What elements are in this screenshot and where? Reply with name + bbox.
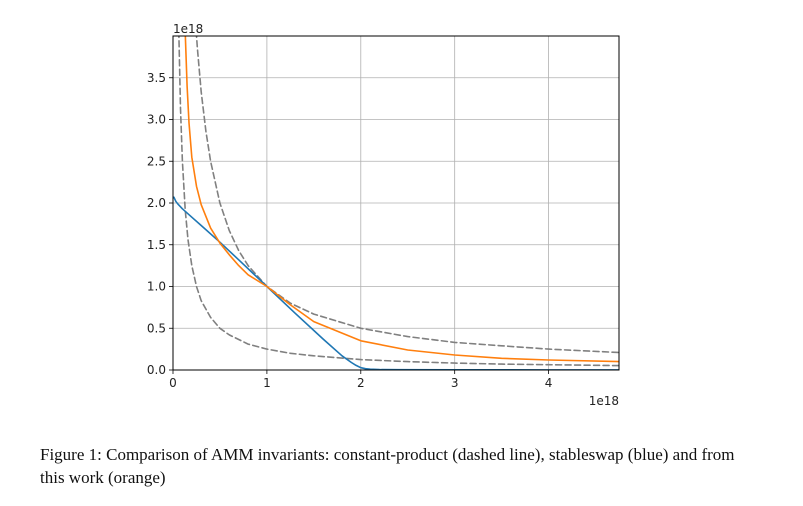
y-tick-label: 0.5 [147,321,166,335]
x-tick-label: 3 [451,376,459,390]
grid-lines [172,36,619,371]
x-axis-ticks: 0 1 2 3 4 [169,370,552,390]
series-line-1 [178,36,619,367]
y-tick-label: 1.5 [147,238,166,252]
y-tick-label: 0.0 [147,363,166,377]
y-tick-label: 1.0 [147,280,166,294]
x-tick-label: 1 [263,376,271,390]
series-line-2 [195,36,619,354]
x-offset-label: 1e18 [589,394,619,408]
series-line-3 [173,196,619,370]
y-tick-label: 3.0 [147,113,166,127]
amm-invariants-chart: 0 1 2 3 4 0.0 0.5 1.0 1.5 2.0 2.5 3.0 3.5 1e18 1e18 [147,22,620,408]
curves [173,36,619,370]
x-tick-label: 0 [169,376,177,390]
y-tick-label: 2.5 [147,154,166,168]
y-offset-label: 1e18 [173,22,203,36]
x-tick-label: 2 [357,376,365,390]
y-axis-ticks: 0.0 0.5 1.0 1.5 2.0 2.5 3.0 3.5 [147,71,173,377]
series-line-4 [184,36,619,363]
y-tick-label: 2.0 [147,196,166,210]
x-tick-label: 4 [545,376,553,390]
figure-caption: Figure 1: Comparison of AMM invariants: … [40,445,735,487]
y-tick-label: 3.5 [147,71,166,85]
